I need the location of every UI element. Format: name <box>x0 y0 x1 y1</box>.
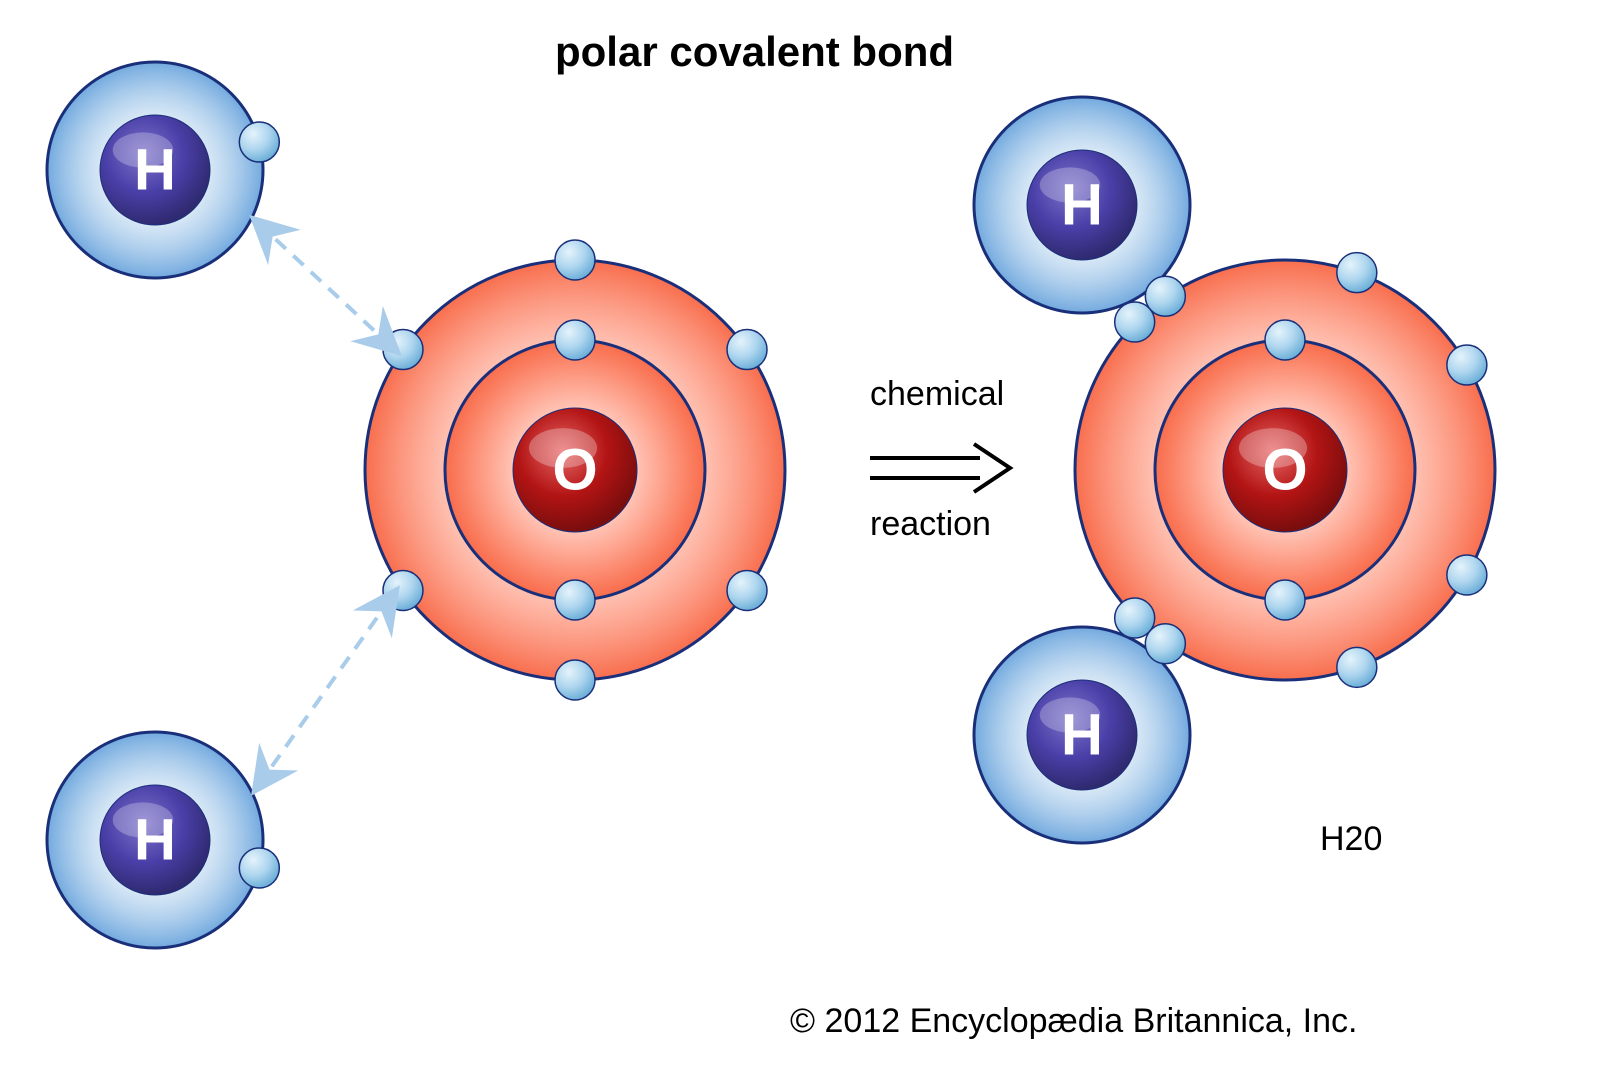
hydrogen-label: H <box>134 808 176 873</box>
electron-icon <box>239 848 279 888</box>
diagram-canvas: polar covalent bond chemical reaction H2… <box>0 0 1600 1066</box>
electron-icon <box>727 330 767 370</box>
oxygen-label: O <box>552 438 597 503</box>
attraction-arrow <box>258 223 393 348</box>
reaction-arrow-head <box>974 444 1010 492</box>
electron-icon <box>1265 580 1305 620</box>
electron-icon <box>727 570 767 610</box>
electron-icon <box>1115 598 1155 638</box>
electron-icon <box>383 570 423 610</box>
electron-icon <box>555 320 595 360</box>
hydrogen-label: H <box>1061 703 1103 768</box>
electron-icon <box>555 240 595 280</box>
electron-icon <box>239 122 279 162</box>
electron-icon <box>555 660 595 700</box>
electron-icon <box>1447 555 1487 595</box>
electron-icon <box>1145 276 1185 316</box>
hydrogen-label: H <box>1061 173 1103 238</box>
electron-icon <box>555 580 595 620</box>
electron-icon <box>1447 345 1487 385</box>
attraction-arrow <box>258 595 393 786</box>
oxygen-label: O <box>1262 438 1307 503</box>
electron-icon <box>1337 647 1377 687</box>
electron-icon <box>383 330 423 370</box>
hydrogen-label: H <box>134 138 176 203</box>
electron-icon <box>1337 253 1377 293</box>
electron-icon <box>1265 320 1305 360</box>
diagram-svg: H H O O H H <box>0 0 1600 1066</box>
